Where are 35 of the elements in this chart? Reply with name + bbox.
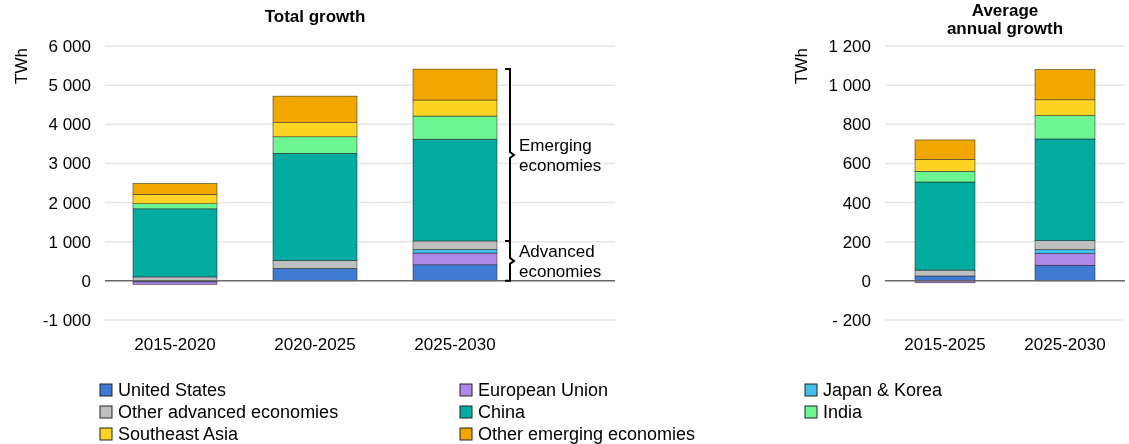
y-tick-label: 0 xyxy=(861,271,871,291)
y-tick-label: 2 000 xyxy=(48,193,91,213)
y-tick-label: 1 200 xyxy=(828,36,871,56)
y-axis-title: TWh xyxy=(12,48,31,84)
x-tick-label: 2020-2025 xyxy=(274,335,356,354)
legend-label: European Union xyxy=(478,380,609,401)
y-tick-label: 600 xyxy=(842,154,871,174)
x-tick-label: 2015-2020 xyxy=(134,335,216,354)
y-tick-label: 5 000 xyxy=(48,76,91,96)
legend-label: Japan & Korea xyxy=(823,380,944,401)
legend-label: Other advanced economies xyxy=(118,402,339,423)
chart-title: Total growth xyxy=(264,7,366,26)
legend-label: Other emerging economies xyxy=(478,424,696,444)
annotation: Emerging economies xyxy=(519,135,602,175)
y-axis-title: TWh xyxy=(792,48,811,84)
legend-label: Southeast Asia xyxy=(118,424,240,444)
y-tick-label: - 200 xyxy=(832,310,871,330)
legend-label: India xyxy=(823,402,864,423)
y-tick-label: 0 xyxy=(81,271,91,291)
y-tick-label: 6 000 xyxy=(48,36,91,56)
y-tick-label: 200 xyxy=(842,232,871,252)
x-tick-label: 2025-2030 xyxy=(1024,335,1106,354)
legend-label: China xyxy=(478,402,527,423)
x-tick-label: 2015-2025 xyxy=(904,335,986,354)
y-tick-label: 3 000 xyxy=(48,154,91,174)
y-tick-label: 4 000 xyxy=(48,115,91,135)
y-tick-label: 800 xyxy=(842,115,871,135)
chart-title: Average annual growth xyxy=(946,1,1064,38)
x-tick-label: 2025-2030 xyxy=(414,335,496,354)
y-tick-label: 400 xyxy=(842,193,871,213)
legend-label: United States xyxy=(118,380,227,401)
y-tick-label: 1 000 xyxy=(48,232,91,252)
annotation: Advanced economies xyxy=(519,241,602,281)
y-tick-label: -1 000 xyxy=(42,310,91,330)
y-tick-label: 1 000 xyxy=(828,76,871,96)
